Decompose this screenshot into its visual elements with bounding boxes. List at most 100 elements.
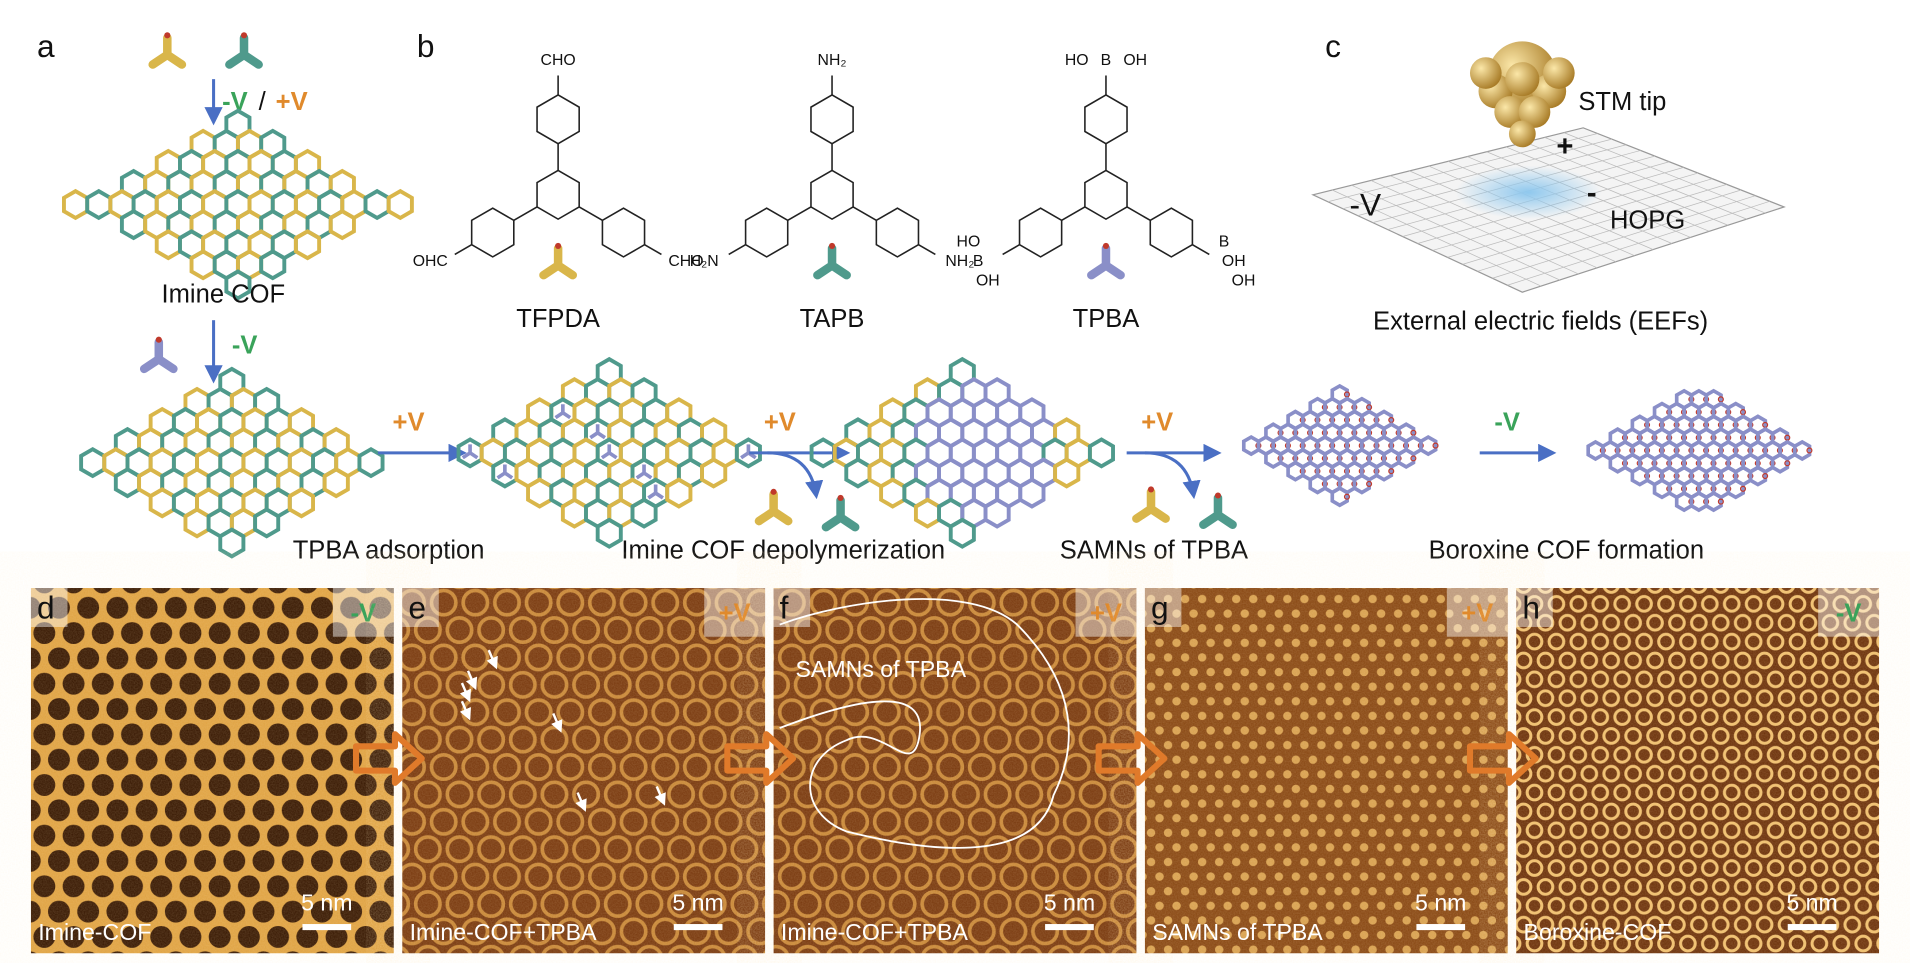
- lattice: [1447, 178, 1713, 258]
- arm: [1132, 487, 1170, 523]
- bias: +V: [764, 408, 796, 436]
- cof-network: [1241, 383, 1439, 508]
- transition-arrow: [352, 731, 425, 786]
- product-label: Imine COF: [162, 281, 286, 309]
- lattice: [1477, 189, 1742, 272]
- tip-label: STM tip: [1578, 88, 1666, 116]
- hexagon: [1053, 457, 1081, 489]
- chem-group: OH: [1232, 272, 1256, 289]
- transition-arrow: [1095, 731, 1168, 786]
- hexagon: [948, 517, 976, 549]
- bias-box: [1075, 588, 1137, 637]
- hexagon: [85, 188, 113, 221]
- chem-group: B: [1219, 233, 1230, 250]
- hexagon: [357, 446, 385, 479]
- stm-noise: [1144, 588, 1508, 954]
- bond: [513, 206, 538, 222]
- caption: Boroxine-COF: [1524, 919, 1672, 945]
- hexagon: [983, 497, 1011, 529]
- scale-bar: [302, 924, 352, 931]
- ring: [1084, 169, 1128, 221]
- tpba: [740, 444, 757, 460]
- hexagon: [328, 208, 356, 241]
- pointer: [459, 700, 471, 721]
- hexagon: [879, 477, 907, 509]
- panel-label: f: [780, 589, 789, 625]
- atom: [155, 336, 162, 343]
- ring: [536, 94, 580, 145]
- scale-bar-label: 5 nm: [1044, 890, 1095, 916]
- chem-group: CHO: [541, 52, 576, 69]
- molecule-icon: [1199, 492, 1237, 529]
- caption: Imine-COF+TPBA: [410, 919, 598, 945]
- separator: /: [259, 88, 267, 116]
- molecule-name: TPBA: [1073, 305, 1140, 333]
- step-caption: Boroxine COF formation: [1429, 536, 1704, 564]
- bond: [644, 244, 662, 256]
- bias: -V: [1494, 408, 1520, 436]
- arm: [1199, 493, 1237, 529]
- charge: +: [1556, 131, 1573, 163]
- hexagon: [363, 188, 391, 221]
- hexagon: [913, 497, 941, 529]
- label-box: [1144, 588, 1182, 627]
- hexagon: [595, 517, 623, 549]
- bond: [1002, 244, 1020, 256]
- chem-group: OH: [976, 272, 1000, 289]
- scale-bar-label: 5 nm: [1415, 890, 1466, 916]
- tpba: [496, 464, 514, 480]
- ring: [1388, 468, 1395, 475]
- bias: -V: [1836, 600, 1862, 628]
- molecule-icon: [539, 242, 577, 280]
- hexagon: [79, 446, 107, 479]
- scale-bar-label: 5 nm: [1786, 890, 1837, 916]
- bond: [1061, 206, 1086, 222]
- hexagon: [1792, 439, 1812, 462]
- ring: [810, 169, 854, 221]
- step-caption: TPBA adsorption: [293, 536, 485, 564]
- lattice: [1505, 146, 1710, 232]
- atom: [770, 488, 777, 495]
- hexagon: [1748, 465, 1768, 487]
- hexagon: [253, 507, 281, 539]
- chem-group: OH: [1123, 52, 1147, 69]
- hexagon: [287, 487, 315, 519]
- hexagon: [113, 467, 142, 499]
- hexagon: [630, 497, 658, 529]
- arm: [1087, 244, 1125, 280]
- tip-atom: [1543, 57, 1575, 89]
- hexagon: [844, 457, 872, 489]
- ring: [1784, 460, 1791, 467]
- bias: +V: [1141, 408, 1173, 436]
- hexagon: [293, 229, 322, 261]
- stm-noise: [402, 588, 766, 954]
- structure: [728, 75, 936, 258]
- molecule-icon: [1132, 486, 1170, 523]
- hexagon: [218, 527, 246, 559]
- tpba: [647, 484, 664, 500]
- hexagon: [386, 188, 414, 221]
- pointer: [459, 682, 471, 703]
- arm: [754, 490, 793, 526]
- hexagon: [1087, 437, 1115, 469]
- lattice: [1544, 137, 1747, 220]
- atom: [1102, 242, 1110, 249]
- bond: [852, 206, 877, 222]
- arm: [813, 244, 851, 280]
- hexagon: [1770, 452, 1790, 474]
- bias-box: [1446, 588, 1508, 637]
- ring: [1432, 442, 1439, 449]
- molecule-icon: [148, 32, 187, 69]
- hexagon: [1704, 490, 1723, 513]
- hexagon: [322, 467, 350, 499]
- arm: [821, 496, 860, 532]
- bias-box: [704, 588, 766, 637]
- molecule-icon: [225, 32, 263, 69]
- bias: +V: [276, 88, 308, 116]
- label-box: [1516, 588, 1553, 627]
- arm: [225, 33, 263, 69]
- ring: [1149, 207, 1194, 258]
- caption: Imine-COF+TPBA: [781, 919, 969, 945]
- atom: [1147, 486, 1155, 493]
